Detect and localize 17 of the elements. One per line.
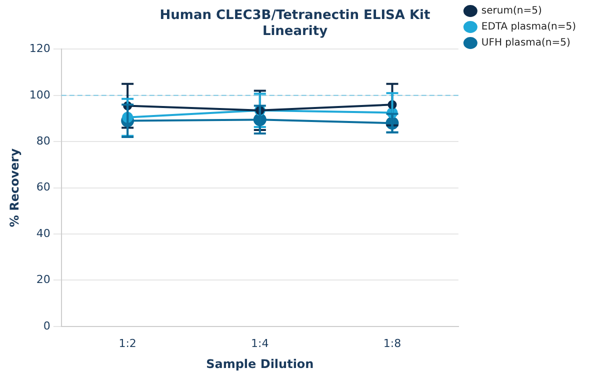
- y-tick-label: 40: [36, 226, 50, 240]
- y-axis-title: % Recovery: [7, 148, 22, 228]
- x-axis-title: Sample Dilution: [206, 356, 314, 371]
- legend-label: UFH plasma(n=5): [481, 38, 570, 49]
- y-tick-label: 0: [43, 319, 50, 332]
- legend-label: EDTA plasma(n=5): [481, 22, 576, 33]
- y-tick-label: 80: [36, 134, 50, 148]
- x-tick-label: 1:8: [383, 336, 402, 350]
- y-tick-label: 120: [29, 42, 50, 56]
- legend-label: serum(n=5): [481, 6, 542, 17]
- x-tick-label: 1:4: [251, 336, 269, 350]
- chart-subtitle: Linearity: [262, 24, 328, 39]
- y-tick-label: 20: [36, 273, 50, 286]
- y-tick-label: 60: [36, 180, 50, 194]
- y-tick-label: 100: [29, 88, 50, 102]
- x-tick-label: 1:2: [118, 336, 136, 350]
- chart-title: Human CLEC3B/Tetranectin ELISA Kit: [160, 8, 430, 24]
